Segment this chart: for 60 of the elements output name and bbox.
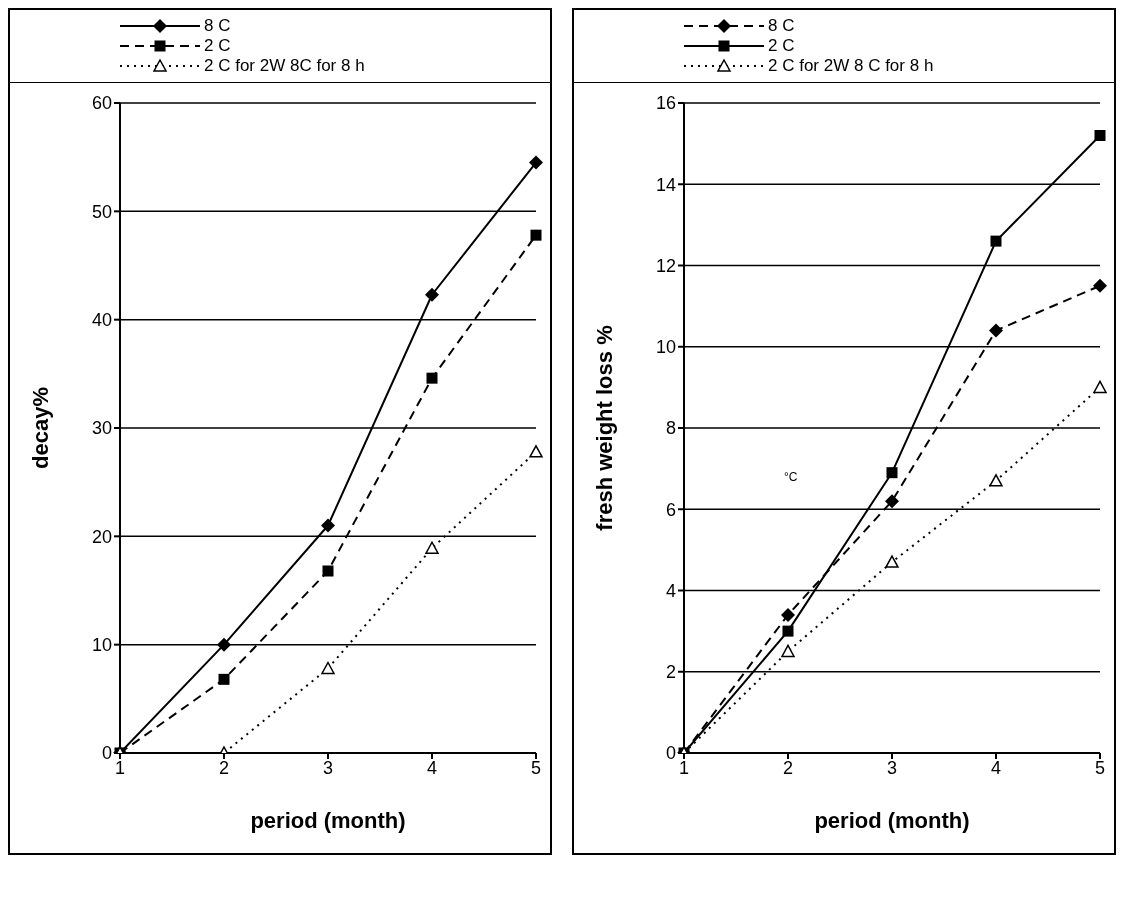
y-tick-label: 12 — [655, 255, 676, 276]
point — [321, 518, 335, 533]
x-tick-label: 1 — [114, 757, 126, 778]
point — [425, 541, 439, 554]
x-tick-label: 4 — [426, 757, 438, 778]
x-tick-label: 3 — [886, 757, 898, 778]
point — [1093, 278, 1107, 293]
y-tick-label: 30 — [91, 418, 112, 439]
y-axis-title: fresh weight loss % — [591, 325, 617, 531]
y-tick-label: 50 — [91, 201, 112, 222]
point — [781, 644, 795, 658]
y-tick-label: 40 — [91, 310, 112, 331]
x-tick-label: 5 — [530, 757, 542, 778]
y-tick-label: 2 — [665, 662, 676, 683]
y-tick-label: 16 — [655, 93, 676, 114]
point — [322, 565, 334, 577]
point — [529, 445, 543, 458]
point — [425, 287, 439, 302]
legend-label: 2 C for 2W 8 C for 8 h — [768, 56, 934, 76]
point — [989, 323, 1003, 338]
y-tick-label: 14 — [655, 174, 676, 195]
y-tick-label: 8 — [665, 418, 676, 439]
x-axis-title: period (month) — [814, 808, 970, 833]
x-tick-label: 4 — [990, 757, 1002, 778]
legend-label: 2 C for 2W 8C for 8 h — [204, 56, 365, 76]
y-tick-label: 0 — [665, 743, 676, 764]
x-tick-label: 2 — [782, 757, 794, 778]
x-axis-title: period (month) — [250, 808, 406, 833]
point — [885, 555, 899, 568]
x-tick-label: 3 — [322, 757, 334, 778]
point — [782, 625, 794, 637]
x-tick-label: 5 — [1094, 757, 1106, 778]
point — [426, 372, 438, 384]
x-tick-label: 1 — [678, 757, 690, 778]
point — [781, 607, 795, 622]
point — [530, 229, 542, 241]
point — [990, 235, 1002, 247]
annotation: °C — [784, 470, 798, 484]
legend-label: 2 C — [204, 36, 231, 56]
y-tick-label: 6 — [665, 499, 676, 520]
y-tick-label: 4 — [665, 580, 676, 601]
y-tick-label: 10 — [91, 635, 112, 656]
y-tick-label: 20 — [91, 526, 112, 547]
point — [321, 661, 335, 675]
point — [1094, 130, 1106, 141]
point — [217, 637, 231, 652]
y-tick-label: 10 — [655, 337, 676, 358]
y-tick-label: 60 — [91, 93, 112, 114]
point — [529, 155, 543, 170]
y-tick-label: 0 — [101, 743, 112, 764]
point — [218, 673, 230, 685]
legend-label: 2 C — [768, 36, 795, 56]
legend-label: 8 C — [768, 16, 795, 36]
x-tick-label: 2 — [218, 757, 230, 778]
point — [989, 474, 1003, 487]
point — [885, 494, 899, 509]
point — [886, 467, 898, 479]
point — [1093, 380, 1107, 394]
legend-label: 8 C — [204, 16, 231, 36]
y-axis-title: decay% — [27, 387, 53, 469]
